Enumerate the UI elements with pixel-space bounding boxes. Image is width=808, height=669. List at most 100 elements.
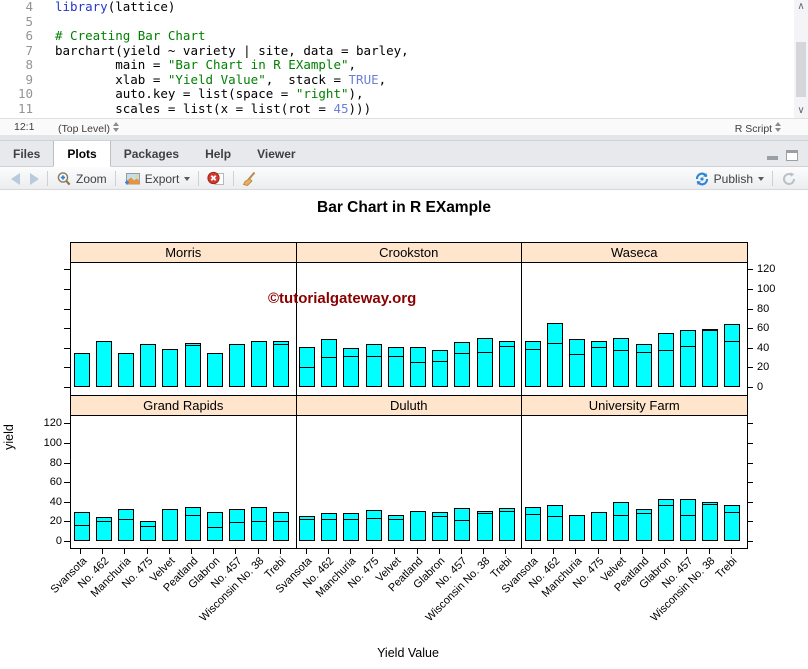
maximize-pane-icon[interactable]: [786, 150, 798, 161]
x-axis-tick: [664, 549, 665, 554]
bar-inner-line: [343, 356, 359, 357]
bar-waseca-2: [569, 339, 585, 387]
bar-inner-line: [591, 347, 607, 348]
bar-waseca-7: [680, 330, 696, 387]
code-line[interactable]: 6# Creating Bar Chart: [0, 29, 808, 44]
bar-university-farm-8: [702, 502, 718, 541]
y-axis-tick: [64, 521, 70, 522]
y-axis-label-right: 60: [757, 322, 769, 334]
bar-inner-line: [74, 525, 90, 526]
export-button[interactable]: Export: [119, 167, 196, 190]
bar-morris-4: [162, 349, 178, 387]
y-axis-label-right: 20: [757, 361, 769, 373]
tab-plots[interactable]: Plots: [53, 141, 110, 167]
y-axis-tick: [747, 463, 753, 464]
tab-packages[interactable]: Packages: [111, 141, 192, 167]
x-axis-tick: [417, 549, 418, 554]
publish-button[interactable]: Publish: [689, 167, 769, 190]
bar-university-farm-2: [569, 515, 585, 541]
bar-inner-line: [273, 344, 289, 345]
panel-strip: Morris: [70, 242, 297, 263]
source-editor[interactable]: 4library(lattice)56# Creating Bar Chart7…: [0, 0, 808, 118]
code-line[interactable]: 5: [0, 15, 808, 30]
bar-morris-1: [96, 341, 112, 387]
bar-waseca-1: [547, 323, 563, 387]
y-axis-tick: [64, 463, 70, 464]
y-axis-label-left: 20: [22, 515, 62, 527]
y-axis-label-right: 40: [757, 342, 769, 354]
y-axis-label-left: 40: [22, 496, 62, 508]
bar-inner-line: [724, 512, 740, 513]
bar-waseca-8: [702, 329, 718, 387]
x-axis-tick: [394, 549, 395, 554]
bar-inner-line: [454, 353, 470, 354]
y-axis-tick: [747, 502, 753, 503]
zoom-button[interactable]: Zoom: [51, 167, 112, 190]
y-axis-tick: [747, 541, 753, 542]
rstudio-window: 4library(lattice)56# Creating Bar Chart7…: [0, 0, 808, 669]
bar-inner-line: [140, 526, 156, 527]
bar-inner-line: [658, 350, 674, 351]
panel-strip: Crookston: [296, 242, 523, 263]
code-text: # Creating Bar Chart: [42, 29, 206, 44]
bar-inner-line: [636, 513, 652, 514]
line-number: 11: [0, 102, 42, 117]
forward-button[interactable]: [25, 167, 44, 190]
panel-strip: Duluth: [296, 395, 523, 416]
bar-crookston-1: [321, 339, 337, 387]
code-line[interactable]: 8 main = "Bar Chart in R EXample",: [0, 58, 808, 73]
x-axis-tick: [102, 549, 103, 554]
back-button[interactable]: [0, 167, 25, 190]
scroll-up-icon[interactable]: ∧: [794, 0, 808, 14]
scroll-down-icon[interactable]: ∨: [794, 104, 808, 118]
x-axis-tick: [372, 549, 373, 554]
x-axis-tick: [169, 549, 170, 554]
bar-inner-line: [477, 513, 493, 514]
bar-morris-9: [273, 341, 289, 387]
y-axis-tick: [747, 348, 753, 349]
y-axis-tick: [747, 289, 753, 290]
forward-arrow-icon: [30, 173, 39, 185]
code-line[interactable]: 10 auto.key = list(space = "right"),: [0, 87, 808, 102]
bar-inner-line: [702, 330, 718, 331]
bar-inner-line: [299, 519, 315, 520]
code-line[interactable]: 7barchart(yield ~ variety | site, data =…: [0, 44, 808, 59]
editor-scrollbar[interactable]: ∧ ∨: [794, 0, 808, 118]
y-axis-tick: [64, 502, 70, 503]
tab-files[interactable]: Files: [0, 141, 53, 167]
y-axis-tick: [64, 269, 70, 270]
tab-help[interactable]: Help: [192, 141, 244, 167]
bar-waseca-3: [591, 341, 607, 387]
code-text: auto.key = list(space = "right"),: [42, 87, 364, 102]
scrollbar-thumb[interactable]: [796, 42, 806, 97]
clear-all-plots-button[interactable]: [237, 167, 264, 190]
panel-body: [521, 263, 748, 395]
code-line[interactable]: 4library(lattice): [0, 0, 808, 15]
bar-inner-line: [343, 519, 359, 520]
y-axis-tick: [64, 328, 70, 329]
code-line[interactable]: 11 scales = list(x = list(rot = 45))): [0, 102, 808, 117]
minimize-pane-icon[interactable]: [767, 150, 780, 161]
x-axis-tick: [686, 549, 687, 554]
y-axis-tick: [747, 328, 753, 329]
line-number: 8: [0, 58, 42, 73]
bar-inner-line: [273, 521, 289, 522]
tab-viewer[interactable]: Viewer: [244, 141, 308, 167]
export-image-icon: [124, 172, 141, 186]
publish-dropdown-caret-icon: [758, 177, 764, 181]
back-arrow-icon: [11, 173, 20, 185]
bar-grand-rapids-1: [96, 517, 112, 541]
scope-updown-icon: [113, 122, 120, 132]
remove-plot-button[interactable]: [202, 167, 230, 190]
y-axis-title: yield: [2, 402, 16, 472]
bar-morris-0: [74, 353, 90, 387]
bar-crookston-5: [410, 347, 426, 387]
y-axis-label-right: 80: [757, 303, 769, 315]
bar-duluth-5: [410, 511, 426, 541]
code-line[interactable]: 9 xlab = "Yield Value", stack = TRUE,: [0, 73, 808, 88]
line-number: 10: [0, 87, 42, 102]
refresh-button[interactable]: [776, 167, 802, 190]
bar-inner-line: [547, 343, 563, 344]
code-text: main = "Bar Chart in R EXample",: [42, 58, 356, 73]
bar-morris-7: [229, 344, 245, 387]
